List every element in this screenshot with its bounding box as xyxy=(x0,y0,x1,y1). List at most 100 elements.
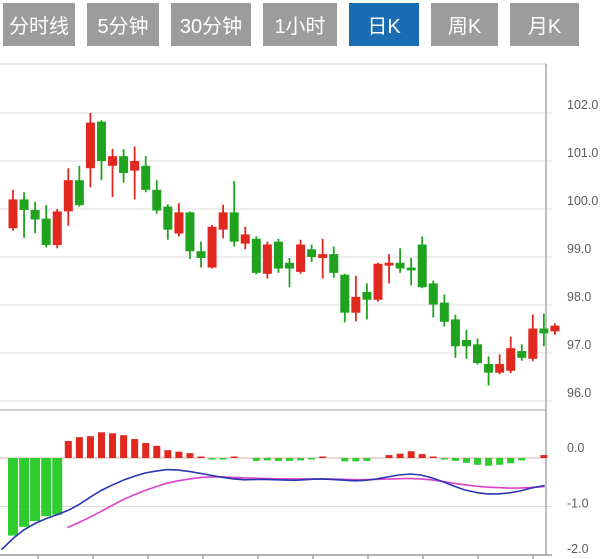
macd-bar xyxy=(341,458,349,462)
y-axis-label: 99.0 xyxy=(567,242,591,256)
macd-bar xyxy=(286,458,293,461)
candle-body xyxy=(152,189,162,211)
macd-bar xyxy=(230,456,238,458)
candle-body xyxy=(240,234,250,244)
candle-body xyxy=(550,325,560,332)
y-axis-label: 96.0 xyxy=(567,386,591,400)
candle-body xyxy=(119,156,129,173)
candlesticks xyxy=(8,113,560,386)
macd-bar xyxy=(109,433,117,458)
candle-body xyxy=(340,274,350,313)
macd-bar xyxy=(518,458,526,461)
tab-5min[interactable]: 5分钟 xyxy=(87,3,159,46)
macd-bar xyxy=(474,458,482,465)
macd-bar xyxy=(540,455,548,458)
candle-body xyxy=(296,244,306,272)
candle-body xyxy=(74,180,84,206)
macd-bar xyxy=(142,442,150,458)
y-axis-label: 98.0 xyxy=(567,290,591,304)
macd-bar xyxy=(175,451,183,458)
macd-bar xyxy=(164,450,172,458)
macd-histogram xyxy=(8,432,548,536)
macd-bar xyxy=(429,456,437,458)
y-axis-label: -2.0 xyxy=(567,542,589,556)
candle-body xyxy=(19,199,29,210)
candle-body xyxy=(207,226,217,268)
macd-bar xyxy=(131,439,139,458)
y-axis-labels: 102.0 101.0 100.0 99.0 98.0 97.0 96.0 0.0 -1.0 -2… xyxy=(567,98,598,556)
macd-bar xyxy=(418,454,426,458)
candle-body xyxy=(506,348,516,371)
candle-body xyxy=(484,364,494,373)
tab-timeline[interactable]: 分时线 xyxy=(3,3,75,46)
macd-bar xyxy=(385,455,393,458)
candle-body xyxy=(461,340,471,347)
macd-bar xyxy=(41,458,52,517)
candle-body xyxy=(329,254,339,273)
macd-bar xyxy=(462,458,470,463)
macd-bar xyxy=(30,458,41,522)
candle-body xyxy=(539,328,549,334)
candle-body xyxy=(351,296,361,313)
dea-line xyxy=(67,476,545,529)
tab-weekly[interactable]: 周K xyxy=(431,3,498,46)
macd-bar xyxy=(363,458,371,461)
candle-body xyxy=(130,161,140,171)
candle-body xyxy=(185,212,195,252)
macd-bar xyxy=(407,451,415,458)
candle-body xyxy=(307,249,317,257)
candle-body xyxy=(229,212,239,242)
macd-bar xyxy=(75,437,83,458)
macd-bar xyxy=(86,436,94,458)
candle-body xyxy=(395,262,405,269)
macd-bar xyxy=(496,458,504,465)
macd-bar xyxy=(208,458,216,460)
candle-body xyxy=(108,156,118,166)
candle-body xyxy=(196,251,206,258)
y-axis-label: 97.0 xyxy=(567,338,591,352)
macd-bar xyxy=(219,458,227,460)
dif-line xyxy=(1,468,545,551)
candle-body xyxy=(85,122,95,169)
candle-body xyxy=(406,267,416,271)
macd-bar xyxy=(64,441,72,458)
candle-body xyxy=(417,244,427,288)
candle-body xyxy=(273,241,283,269)
candle-body xyxy=(495,364,505,373)
macd-bar xyxy=(8,458,18,536)
y-axis-label: 0.0 xyxy=(567,441,584,455)
macd-bar xyxy=(485,458,493,466)
y-axis-label: -1.0 xyxy=(567,497,589,511)
y-axis-label: 101.0 xyxy=(567,146,598,160)
candle-body xyxy=(218,212,228,230)
candle-body xyxy=(41,218,51,245)
macd-bar xyxy=(297,458,305,461)
candle-body xyxy=(439,302,449,322)
candle-body xyxy=(96,121,106,161)
candle-body xyxy=(141,165,151,190)
candle-body xyxy=(251,238,261,273)
macd-bar xyxy=(396,453,404,458)
macd-bar xyxy=(451,458,459,461)
y-axis-label: 100.0 xyxy=(567,194,598,208)
macd-bar xyxy=(440,458,448,460)
y-axis-label: 102.0 xyxy=(567,98,598,112)
macd-bar xyxy=(52,458,63,515)
candle-body xyxy=(174,212,184,234)
interval-tabbar: 分时线 5分钟 30分钟 1小时 日K 周K 月K xyxy=(3,3,579,46)
macd-bar xyxy=(274,458,282,461)
tab-monthly[interactable]: 月K xyxy=(510,3,579,46)
candle-body xyxy=(373,263,383,300)
candle-body xyxy=(362,292,372,300)
macd-bar xyxy=(120,435,128,458)
candle-body xyxy=(63,180,73,212)
candle-body xyxy=(428,283,438,305)
tab-30min[interactable]: 30分钟 xyxy=(171,3,251,46)
candle-body xyxy=(163,206,173,230)
tab-daily[interactable]: 日K xyxy=(349,3,419,46)
tab-1hour[interactable]: 1小时 xyxy=(263,3,337,46)
macd-bar xyxy=(186,453,194,458)
macd-bar xyxy=(97,432,105,458)
candle-body xyxy=(285,262,294,269)
